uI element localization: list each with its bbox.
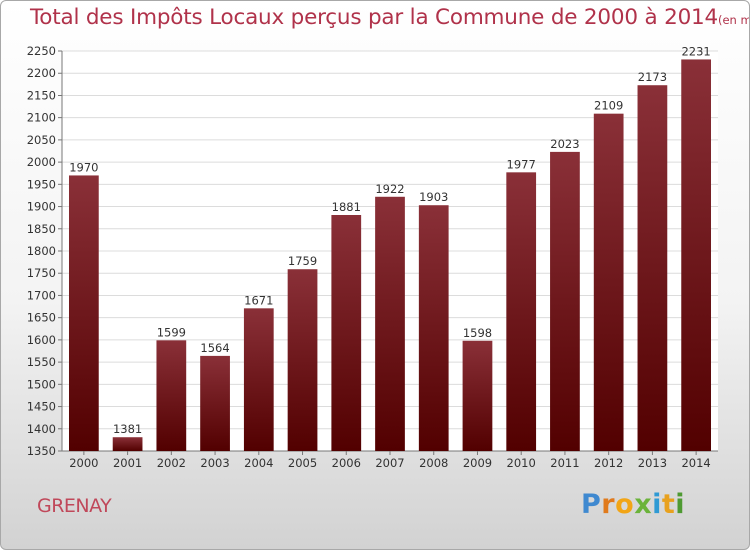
- x-tick-label: 2004: [244, 456, 273, 470]
- commune-name: GRENAY: [37, 495, 112, 517]
- y-tick-label: 1350: [27, 444, 56, 458]
- x-tick-label: 2000: [69, 456, 98, 470]
- data-label: 1599: [157, 325, 186, 339]
- y-tick-label: 1950: [27, 177, 56, 191]
- bar: [593, 113, 624, 452]
- data-label: 2231: [681, 44, 710, 58]
- y-tick-label: 2050: [27, 133, 56, 147]
- data-label: 1922: [375, 182, 404, 196]
- y-tick-label: 1600: [27, 333, 56, 347]
- chart-title-text: Total des Impôts Locaux perçus par la Co…: [30, 5, 718, 30]
- data-label: 1671: [244, 293, 273, 307]
- proxiti-logo: Proxiti: [581, 489, 686, 520]
- x-tick-label: 2002: [157, 456, 186, 470]
- x-tick-label: 2006: [332, 456, 361, 470]
- bar: [418, 205, 449, 451]
- x-tick-label: 2007: [375, 456, 404, 470]
- bar: [375, 196, 405, 451]
- y-tick-label: 1500: [27, 377, 56, 391]
- y-tick-label: 1700: [27, 288, 56, 302]
- bar: [287, 269, 318, 451]
- x-tick-label: 2008: [419, 456, 448, 470]
- bar: [462, 340, 493, 451]
- x-tick-label: 2005: [288, 456, 317, 470]
- y-tick-label: 1450: [27, 400, 56, 414]
- data-label: 1759: [288, 254, 317, 268]
- y-tick-label: 1650: [27, 311, 56, 325]
- data-label: 2173: [638, 70, 667, 84]
- x-tick-label: 2011: [550, 456, 579, 470]
- y-tick-label: 2000: [27, 155, 56, 169]
- y-tick-label: 2250: [27, 44, 56, 58]
- x-tick-label: 2010: [507, 456, 536, 470]
- y-tick-label: 1400: [27, 422, 56, 436]
- y-tick-label: 1800: [27, 244, 56, 258]
- x-tick-label: 2003: [200, 456, 229, 470]
- bar: [637, 85, 668, 451]
- bar: [331, 215, 362, 451]
- x-tick-label: 2001: [113, 456, 142, 470]
- x-tick-label: 2013: [638, 456, 667, 470]
- data-label: 1381: [113, 422, 142, 436]
- data-label: 2109: [594, 99, 623, 113]
- y-tick-label: 2100: [27, 111, 56, 125]
- y-tick-label: 1850: [27, 222, 56, 236]
- x-tick-label: 2012: [594, 456, 623, 470]
- bar: [681, 59, 712, 451]
- chart-unit: (en milliers d'€): [718, 13, 749, 27]
- bar: [550, 151, 580, 451]
- y-tick-label: 2150: [27, 88, 56, 102]
- y-tick-label: 1900: [27, 200, 56, 214]
- bar: [68, 175, 99, 451]
- y-tick-label: 1550: [27, 355, 56, 369]
- y-tick-label: 2200: [27, 66, 56, 80]
- bar: [506, 172, 537, 452]
- data-label: 2023: [550, 137, 579, 151]
- bar: [156, 340, 187, 451]
- bar: [112, 437, 143, 451]
- data-label: 1881: [332, 200, 361, 214]
- bar: [243, 308, 274, 451]
- data-label: 1970: [69, 160, 98, 174]
- data-label: 1598: [463, 326, 492, 340]
- x-tick-label: 2014: [681, 456, 710, 470]
- bar: [200, 355, 230, 451]
- data-label: 1564: [200, 341, 229, 355]
- y-tick-label: 1750: [27, 266, 56, 280]
- data-label: 1977: [507, 157, 536, 171]
- x-tick-label: 2009: [463, 456, 492, 470]
- data-label: 1903: [419, 190, 448, 204]
- chart-title: Total des Impôts Locaux perçus par la Co…: [30, 5, 749, 30]
